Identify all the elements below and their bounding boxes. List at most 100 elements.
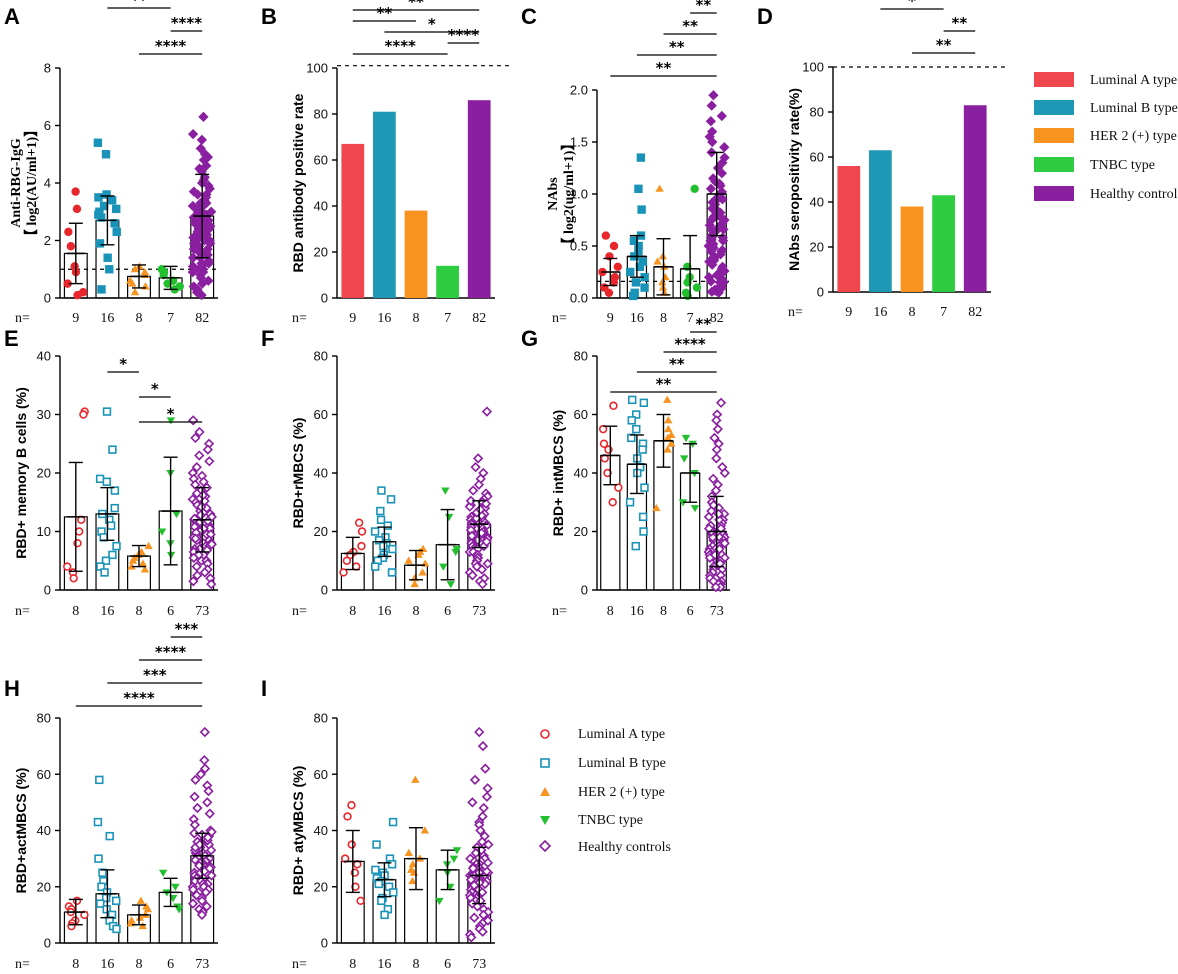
n-count: 8: [349, 957, 356, 972]
data-point: [370, 562, 380, 571]
data-point: [609, 278, 619, 287]
data-point: [703, 240, 714, 252]
data-point: [711, 415, 722, 426]
bar: [837, 166, 861, 292]
significance-label: **: [408, 0, 424, 11]
data-point: [342, 556, 352, 565]
data-point: [707, 532, 718, 543]
data-point: [712, 423, 723, 435]
data-point: [206, 826, 217, 838]
n-count: 8: [413, 311, 420, 326]
n-count: 8: [413, 957, 420, 972]
y-axis-label: NAbs: [546, 177, 561, 211]
legend-marker-triangle-down: [540, 816, 550, 825]
data-point: [190, 432, 201, 444]
data-point: [706, 100, 717, 111]
bar: [341, 143, 365, 298]
legend-item-her2: HER 2 (+) type: [1034, 128, 1177, 144]
y-tick-label: 8: [44, 61, 51, 76]
bar: [373, 111, 396, 298]
panel-label-g: G: [521, 326, 538, 351]
data-point: [452, 847, 462, 855]
legend-bottom-item-tnbc: TNBC type: [540, 813, 643, 828]
y-tick-label: 20: [314, 245, 328, 260]
data-point: [72, 204, 82, 214]
data-point: [202, 797, 213, 808]
y-tick-label: 0: [321, 936, 328, 951]
data-point: [404, 556, 413, 564]
data-point: [187, 200, 198, 212]
data-point: [190, 479, 201, 490]
data-point: [64, 227, 73, 237]
data-point: [204, 456, 215, 467]
legend-swatch-tnbc: [1034, 157, 1074, 172]
significance-label: *: [167, 405, 175, 423]
n-count: 16: [377, 311, 391, 326]
data-point: [707, 203, 718, 214]
n-count: 73: [472, 957, 486, 972]
data-point: [195, 143, 206, 154]
legend-label-luminal-a: Luminal A type: [1090, 73, 1177, 88]
data-point: [478, 802, 489, 814]
y-tick-label: 40: [37, 349, 51, 364]
y-tick-label: 0: [321, 291, 328, 306]
data-point: [191, 561, 202, 572]
y-tick-label: 0: [581, 583, 588, 598]
y-axis-label: RBD+ intMBCS (%): [550, 410, 566, 536]
data-point: [380, 910, 389, 920]
data-point: [609, 241, 619, 251]
data-point: [189, 513, 200, 524]
y-axis-unit-label: 【 log2(ug/ml+1)】: [561, 137, 577, 252]
data-point: [190, 235, 202, 246]
data-point: [67, 921, 76, 931]
data-point: [690, 184, 699, 194]
data-point: [372, 840, 381, 849]
legend-swatch-healthy: [1034, 186, 1074, 201]
data-point: [631, 410, 641, 419]
data-point: [370, 527, 380, 536]
data-point: [451, 548, 460, 557]
data-point: [386, 495, 396, 504]
data-point: [480, 763, 491, 774]
data-point: [195, 769, 206, 780]
n-count: 6: [444, 957, 451, 972]
significance-label: **: [669, 355, 685, 373]
data-point: [483, 839, 494, 850]
data-point: [376, 515, 386, 525]
data-point: [191, 462, 202, 473]
data-point: [481, 406, 493, 417]
significance-label: ****: [448, 26, 480, 44]
data-point: [389, 888, 398, 897]
y-axis-label: RBD+ atyMBCS (%): [290, 766, 306, 896]
data-point: [408, 876, 417, 885]
data-point: [188, 576, 199, 587]
data-point: [102, 190, 111, 199]
data-point: [127, 562, 136, 570]
data-point: [629, 291, 638, 301]
data-point: [664, 424, 673, 433]
n-count: 16: [630, 604, 644, 619]
n-label: n=: [15, 957, 30, 972]
data-point: [444, 513, 454, 522]
data-point: [202, 444, 213, 455]
panel-label-h: H: [4, 676, 20, 701]
y-axis-label: NAbs seropositivity rate(%): [786, 88, 802, 271]
n-label: n=: [15, 604, 30, 619]
y-tick-label: 80: [314, 107, 328, 122]
significance-label: ***: [175, 620, 199, 638]
data-point: [187, 266, 198, 278]
y-tick-label: 100: [306, 61, 328, 76]
y-tick-label: 60: [810, 150, 824, 165]
n-count: 8: [660, 604, 667, 619]
data-point: [102, 905, 111, 914]
legend-item-tnbc: TNBC type: [1034, 157, 1155, 173]
data-point: [130, 288, 140, 296]
data-point: [601, 231, 611, 240]
n-count: 6: [687, 604, 694, 619]
n-count: 9: [349, 311, 356, 326]
data-point: [709, 432, 720, 444]
data-point: [376, 506, 385, 516]
data-point: [449, 855, 459, 863]
n-count: 16: [630, 311, 644, 326]
data-point: [102, 407, 112, 416]
